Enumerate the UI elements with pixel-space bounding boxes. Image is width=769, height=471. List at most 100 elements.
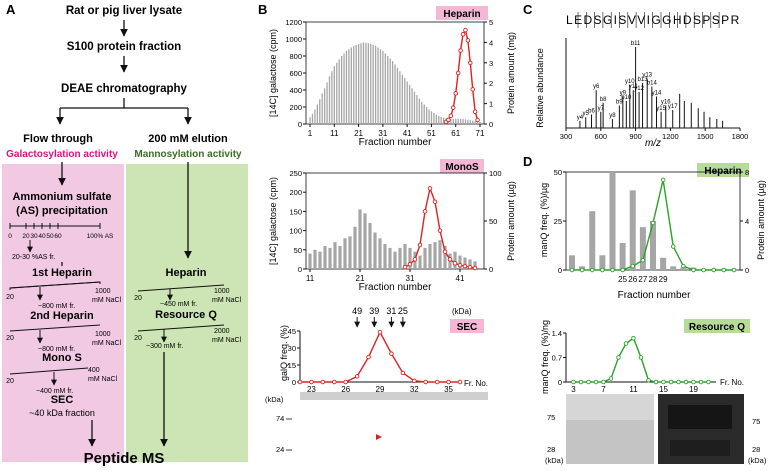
grad4-start: 20 (134, 295, 142, 302)
protein-point (437, 228, 443, 233)
grad5-end: 2000 (214, 328, 230, 335)
manq-point (590, 267, 595, 273)
protein-point (448, 113, 454, 119)
step-s100: S100 protein fraction (67, 41, 181, 53)
protein-line (445, 28, 479, 123)
pink-box (2, 164, 124, 462)
as-tick-20: 20 (22, 233, 30, 240)
x-tick-label: 31 (406, 274, 415, 283)
protein-point (468, 60, 473, 66)
bar (348, 49, 350, 125)
y-tick-label: 0 (298, 265, 302, 274)
peak-label: y12 (634, 86, 644, 92)
bs-axes: 0 15 30 45 23 26 29 32 35 (288, 327, 460, 394)
peak-label: b8 (600, 97, 607, 103)
chart-b-monos: MonoS 11 21 31 41 0 50 100 150 200 250 0 50 100 [14C… (268, 159, 516, 293)
manq-point (721, 267, 727, 273)
galactosylation-activity: Galactosylation activity (6, 149, 118, 160)
y-tick-label: 400 (289, 86, 302, 95)
sec-gel-marker-74: 74 (276, 414, 284, 423)
as-title-1: Ammonium sulfate (12, 191, 111, 203)
bar (430, 111, 433, 124)
protein-point (407, 261, 413, 267)
bar (323, 245, 327, 269)
bh-axes: 1 11 21 31 41 51 61 710200400600800100012000123… (285, 18, 493, 138)
bar (328, 247, 332, 269)
bar (399, 71, 401, 124)
step-monos: Mono S (42, 352, 82, 364)
bar (474, 121, 476, 124)
peak-label: y17 (668, 104, 678, 110)
bar (318, 251, 322, 269)
galq-point (320, 379, 326, 385)
panel-letter-a: A (6, 2, 16, 17)
bar (387, 56, 389, 124)
manq-point (676, 379, 681, 385)
bar (343, 238, 347, 269)
step-heparin-right: Heparin (166, 267, 207, 279)
protein-point (446, 117, 451, 123)
as-fraction: 20-30 %AS fr. (12, 254, 55, 261)
bar (421, 101, 423, 124)
bm-xlabel: Fraction number (359, 282, 432, 293)
galq-point (332, 379, 337, 385)
y2-tick-label: 0 (489, 265, 493, 274)
galq-point (457, 379, 463, 385)
tag-monos (440, 159, 484, 173)
x-tick-label: 26 (628, 275, 637, 284)
as-tick-50: 50 (46, 233, 54, 240)
gel-right-28: 28 (752, 445, 760, 454)
x-tick-label: 15 (659, 385, 668, 394)
y-tick-label: 0.7 (552, 354, 562, 363)
protein-point (402, 264, 408, 270)
bar (433, 242, 437, 269)
y2-tick-label: 4 (745, 217, 749, 226)
bar (345, 50, 348, 124)
peak-label: y11 (629, 84, 639, 90)
chart-b-heparin: Heparin 1 11 21 31 41 51 61 7102004006008001000… (268, 6, 516, 148)
bar (457, 118, 459, 124)
bh-bars (309, 42, 481, 125)
manq-point (616, 355, 621, 360)
step-resourceq: Resource Q (155, 309, 217, 321)
protein-point (465, 38, 471, 43)
bar (333, 242, 337, 269)
manq-point (668, 379, 674, 385)
protein-point (457, 262, 463, 268)
bar (355, 44, 357, 125)
manq-point (706, 379, 711, 385)
peak-label: b13 (638, 77, 649, 83)
panel-c: C LEDSGISVVIGGHDSPSPR 300 600 900 1200 1500 1… (523, 2, 748, 149)
bar (401, 74, 403, 124)
bar (418, 255, 422, 269)
bar (428, 109, 430, 124)
y-tick-label: 1.4 (552, 329, 562, 338)
peak-label: y14 (652, 91, 662, 97)
peak-label: y6 (593, 84, 600, 90)
bar (309, 117, 311, 124)
as-tick-100: 100% AS (87, 233, 114, 240)
kda-marker-label: 25 (398, 306, 408, 316)
x-tick-label: 35 (444, 385, 453, 394)
manq-point (691, 379, 696, 385)
y-tick-label: 15 (288, 361, 296, 370)
protein-point (452, 260, 458, 266)
manq-line (573, 337, 709, 383)
chart-b-sec: SEC 49 39 31 25 (kDa) 0 15 30 45 23 26 29 32 35 gal… (265, 306, 488, 454)
bar (459, 118, 462, 124)
bar (333, 66, 335, 124)
y2-tick-label: 3 (489, 59, 493, 68)
bar (363, 213, 367, 269)
protein-point (458, 48, 463, 53)
fragment-ladder (577, 12, 720, 28)
bar (479, 121, 481, 124)
bar (393, 251, 397, 269)
step-lysate: Rat or pig liver lysate (66, 5, 182, 17)
galq-point (354, 374, 360, 379)
bar (408, 84, 411, 124)
dh-ylabel: manQ freq. (%)/µg (539, 183, 549, 257)
x-tick-label: 11 (330, 129, 339, 138)
manq-point (586, 379, 591, 385)
galq-point (412, 378, 417, 384)
